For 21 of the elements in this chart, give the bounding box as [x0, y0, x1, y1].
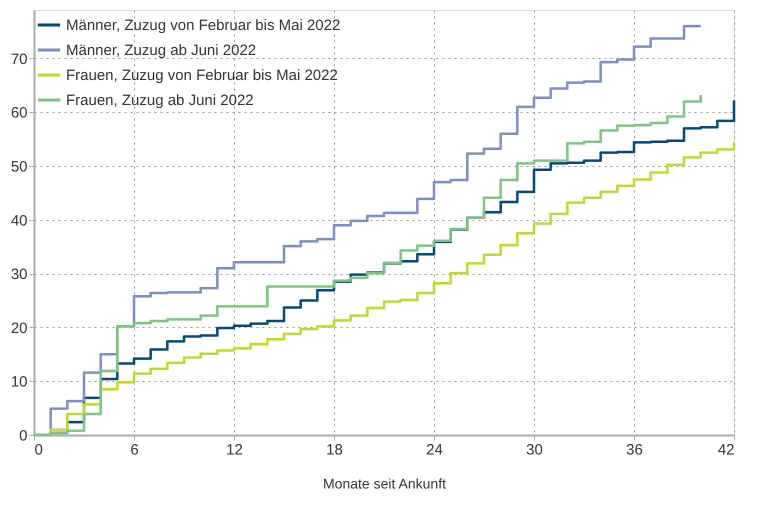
y-tick-label: 0	[19, 428, 28, 444]
y-tick-label: 70	[10, 50, 28, 68]
legend-label: Frauen, Zuzug von Februar bis Mai 2022	[66, 67, 338, 84]
x-tick-label: 12	[226, 442, 243, 458]
legend-label: Frauen, Zuzug ab Juni 2022	[66, 92, 254, 109]
x-tick-label: 30	[526, 442, 543, 458]
y-tick-label: 20	[10, 320, 28, 337]
x-tick-label: 24	[426, 442, 443, 458]
x-tick-label: 42	[718, 442, 734, 458]
x-tick-label: 36	[626, 442, 643, 458]
x-axis-title: Monate seit Ankunft	[323, 476, 446, 492]
x-tick-label: 18	[326, 442, 343, 458]
y-tick-label: 10	[10, 374, 28, 391]
legend-label: Männer, Zuzug ab Juni 2022	[66, 42, 256, 59]
y-tick-label: 50	[10, 158, 28, 176]
y-tick-label: 60	[10, 104, 28, 122]
y-tick-label: 30	[10, 266, 28, 284]
x-tick-label: 6	[130, 442, 139, 458]
x-tick-label: 0	[34, 442, 43, 458]
legend-label: Männer, Zuzug von Februar bis Mai 2022	[66, 17, 340, 34]
y-tick-label: 40	[10, 212, 28, 230]
